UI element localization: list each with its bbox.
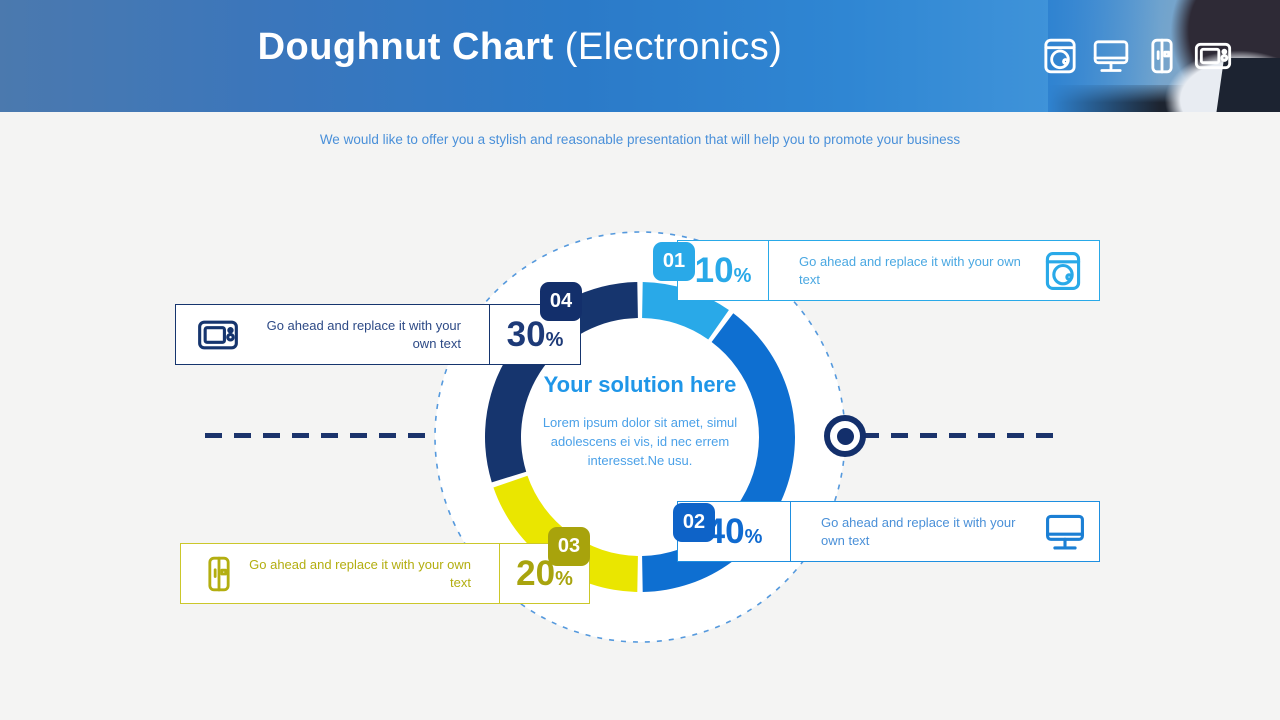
header-icon-row xyxy=(1040,33,1233,79)
callout-02-badge: 02 xyxy=(673,503,715,542)
header-banner: Doughnut Chart (Electronics) xyxy=(0,0,1280,112)
callout-02-text: Go ahead and replace it with your own te… xyxy=(821,514,1016,548)
refrigerator-icon xyxy=(199,551,239,597)
bullseye-dot xyxy=(836,427,854,445)
callout-03-percent-sign: % xyxy=(555,567,573,590)
callout-03-divider xyxy=(499,544,500,603)
callout-01-badge: 01 xyxy=(653,242,695,281)
callout-04-divider xyxy=(489,305,490,364)
callout-04-text: Go ahead and replace it with your own te… xyxy=(266,317,461,351)
callout-04-percent-sign: % xyxy=(545,328,564,351)
page-title: Doughnut Chart (Electronics) xyxy=(0,26,1040,69)
callout-04-badge: 04 xyxy=(540,282,582,321)
microwave-icon xyxy=(196,312,240,358)
callout-01-percent: 10% xyxy=(678,251,768,291)
page-title-bold: Doughnut Chart xyxy=(257,26,554,68)
center-heading: Your solution here xyxy=(543,372,737,397)
callout-02: 02 40% Go ahead and replace it with your… xyxy=(673,501,1100,562)
bullseye-marker xyxy=(824,415,866,457)
washing-machine-icon xyxy=(1040,33,1080,79)
callout-04: 04 Go ahead and replace it with your own… xyxy=(175,282,582,365)
callout-03: 03 Go ahead and replace it with your own… xyxy=(180,527,590,604)
callout-04-percent: 30% xyxy=(490,315,580,355)
callout-03-text: Go ahead and replace it with your own te… xyxy=(249,556,471,590)
doughnut-segment-01 xyxy=(642,282,729,340)
callout-04-percent-value: 30 xyxy=(506,314,546,354)
callout-01-divider xyxy=(768,241,769,300)
callout-03-percent: 20% xyxy=(500,554,589,594)
microwave-icon xyxy=(1193,33,1233,79)
dashed-line-left xyxy=(205,433,431,438)
callout-03-badge: 03 xyxy=(548,527,590,566)
callout-01: 01 10% Go ahead and replace it with your… xyxy=(653,240,1100,301)
page-title-light: (Electronics) xyxy=(564,26,783,68)
chart-center-text: Your solution here Lorem ipsum dolor sit… xyxy=(525,372,755,471)
subtitle: We would like to offer you a stylish and… xyxy=(319,132,961,147)
dashed-line-right xyxy=(862,433,1059,438)
monitor-icon xyxy=(1043,509,1087,555)
callout-01-percent-sign: % xyxy=(733,264,752,287)
washing-machine-icon xyxy=(1041,248,1085,294)
callout-01-text: Go ahead and replace it with your own te… xyxy=(799,253,1021,287)
monitor-icon xyxy=(1091,33,1131,79)
callout-01-percent-value: 10 xyxy=(694,250,734,290)
callout-02-percent-sign: % xyxy=(744,525,763,548)
refrigerator-icon xyxy=(1142,33,1182,79)
center-body: Lorem ipsum dolor sit amet, simul adoles… xyxy=(542,415,738,468)
callout-02-divider xyxy=(790,502,791,561)
